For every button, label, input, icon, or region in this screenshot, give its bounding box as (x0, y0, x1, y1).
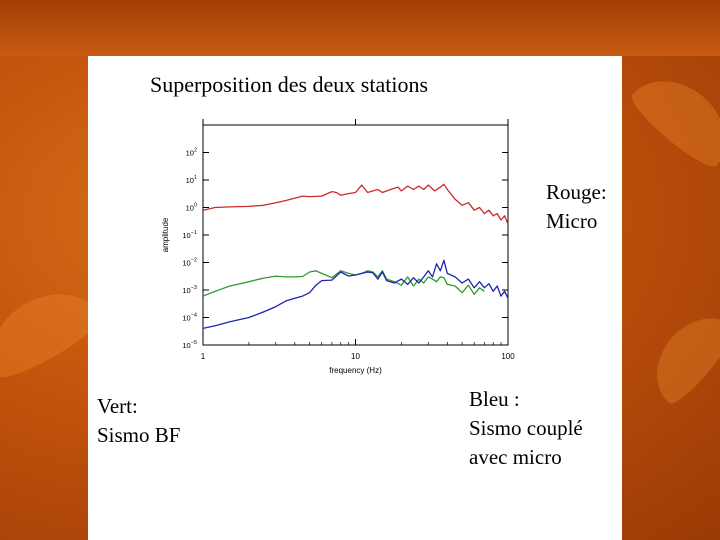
series-line-red (202, 183, 509, 225)
background-leaf-decoration (625, 61, 720, 174)
label-red-line-1: Rouge: (546, 180, 607, 204)
y-tick-label: 10−5 (182, 340, 197, 350)
slide-title: Superposition des deux stations (149, 72, 429, 97)
label-green-line-2: Sismo BF (97, 423, 181, 447)
spectrum-chart: 1 10 100 102 101 100 10−1 10−2 10−3 10−4 10−5 frequ… (161, 119, 515, 375)
label-green: Vert: Sismo BF (97, 392, 180, 450)
series-line-green (202, 270, 485, 297)
y-tick-label: 10−4 (182, 313, 197, 323)
series-line-blue (202, 259, 509, 330)
label-red: Rouge: Micro (546, 178, 607, 236)
background-top-band (0, 0, 720, 56)
label-blue-line-3: avec micro (469, 445, 562, 469)
x-tick-label: 10 (351, 352, 360, 361)
x-tick-label: 100 (501, 352, 515, 361)
y-tick-label: 10−2 (182, 258, 197, 268)
slide-panel (88, 56, 622, 540)
x-axis-label: frequency (Hz) (329, 366, 382, 375)
y-tick-label: 102 (186, 148, 197, 158)
label-blue-line-1: Bleu : (469, 387, 520, 411)
y-tick-label: 10−3 (182, 285, 197, 295)
background-leaf-decoration (638, 300, 720, 410)
plot-frame (202, 124, 509, 346)
y-axis-label: amplitude (161, 217, 170, 252)
label-blue: Bleu : Sismo couplé avec micro (469, 385, 583, 472)
y-tick-label: 100 (186, 203, 197, 213)
label-blue-line-2: Sismo couplé (469, 416, 583, 440)
label-red-line-2: Micro (546, 209, 598, 233)
y-tick-label: 10−1 (182, 230, 197, 240)
label-green-line-1: Vert: (97, 394, 138, 418)
y-tick-label: 101 (186, 175, 197, 185)
x-tick-label: 1 (201, 352, 206, 361)
